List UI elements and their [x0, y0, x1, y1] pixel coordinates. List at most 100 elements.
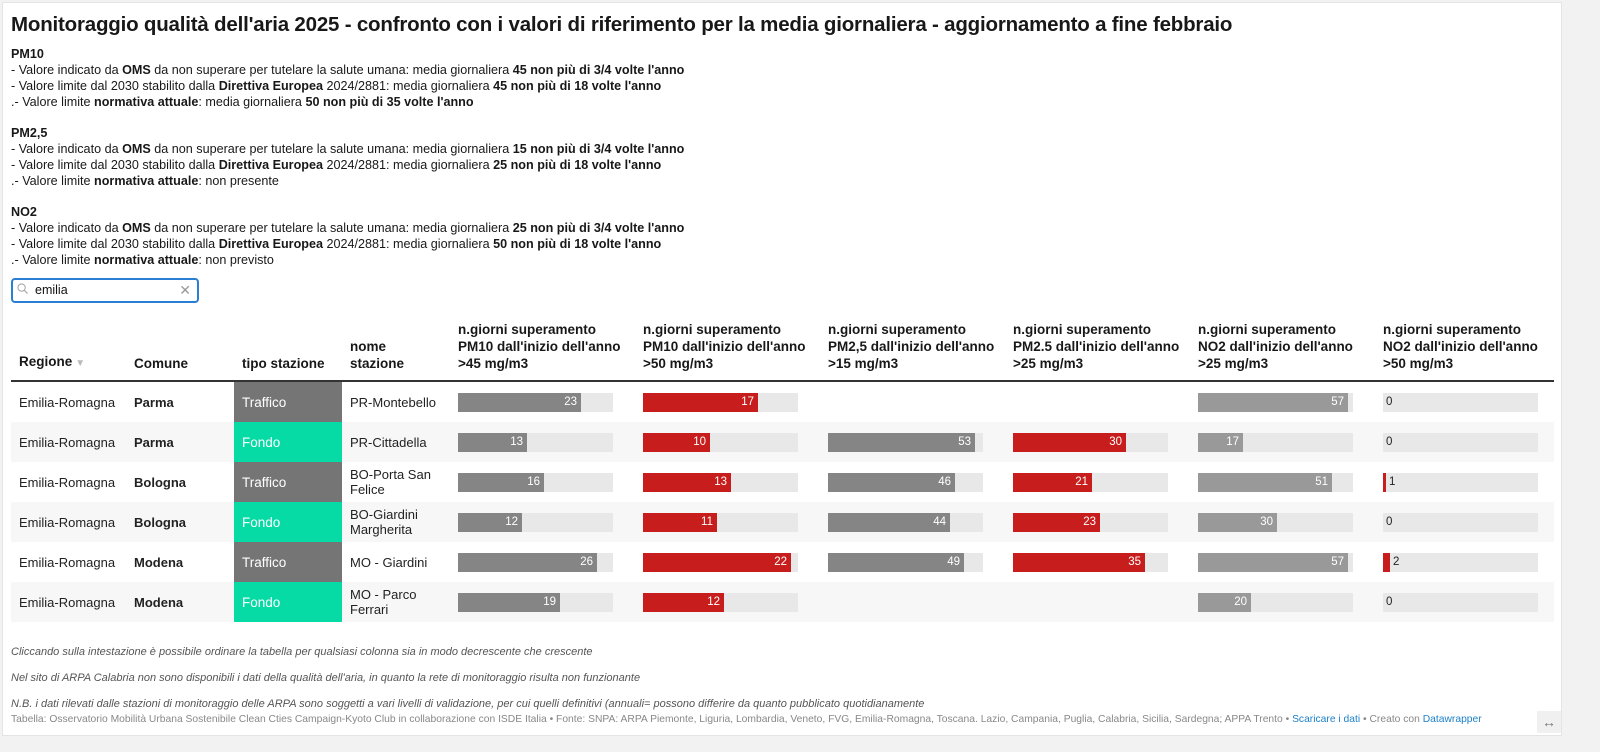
cell-bar: 11 — [635, 502, 820, 542]
column-header[interactable]: n.giorni superamento NO2 dall'inizio del… — [1190, 321, 1375, 382]
bar-track: 23 — [458, 392, 613, 412]
column-header[interactable]: n.giorni superamento NO2 dall'inizio del… — [1375, 321, 1554, 382]
column-header[interactable]: n.giorni superamento PM2,5 dall'inizio d… — [820, 321, 1005, 382]
intro-segment: 50 non più di 18 volte l'anno — [493, 237, 662, 251]
intro-segment: 2024/2881: media giornaliera — [322, 237, 494, 251]
bar-value-label: 0 — [1386, 395, 1393, 408]
intro-segment: 50 non più di 35 volte l'anno — [305, 95, 474, 109]
cell-bar: 20 — [1190, 582, 1375, 622]
bar-track: 53 — [828, 432, 983, 452]
cell-tipo-stazione: Fondo — [234, 582, 342, 622]
bar-value-label: 2 — [1393, 555, 1400, 568]
intro-block: PM10- Valore indicato da OMS da non supe… — [11, 46, 684, 110]
column-header-label: n.giorni superamento NO2 dall'inizio del… — [1383, 322, 1538, 371]
intro-line: .- Valore limite normativa attuale: non … — [11, 252, 684, 268]
column-header[interactable]: Regione ▼ — [11, 321, 126, 382]
notes: Cliccando sulla intestazione è possibile… — [11, 645, 924, 723]
cell-bar — [820, 381, 1005, 422]
close-icon[interactable]: ✕ — [179, 282, 191, 298]
bar-value-label: 46 — [938, 475, 951, 488]
bar-fill — [643, 552, 791, 572]
cell-regione: Emilia-Romagna — [11, 582, 126, 622]
cell-bar: 0 — [1375, 422, 1554, 462]
intro-segment: - Valore limite dal 2030 stabilito dalla — [11, 158, 219, 172]
bar-fill — [643, 512, 717, 532]
intro-line: - Valore limite dal 2030 stabilito dalla… — [11, 78, 684, 94]
cell-comune: Bologna — [126, 502, 234, 542]
bar-track: 12 — [643, 592, 798, 612]
note-calabria: Nel sito di ARPA Calabria non sono dispo… — [11, 672, 641, 684]
sort-descending-icon[interactable]: ▼ — [75, 358, 86, 369]
data-table: Regione ▼ Comune tipo stazione nome stazione… — [11, 321, 1554, 622]
intro-segment: 15 non più di 3/4 volte l'anno — [512, 142, 685, 156]
cell-tipo-stazione: Traffico — [234, 542, 342, 582]
cell-tipo-stazione: Traffico — [234, 381, 342, 422]
column-header-label: Comune — [134, 356, 188, 371]
bar-fill — [458, 432, 527, 452]
intro-segment: OMS — [122, 221, 151, 235]
bar-value-label: 30 — [1260, 515, 1273, 528]
cell-nome-stazione: PR-Montebello — [350, 394, 436, 410]
bar-fill — [1198, 552, 1348, 572]
bar-track: 19 — [458, 592, 613, 612]
search-input[interactable] — [35, 281, 175, 299]
bar-fill — [458, 552, 597, 572]
column-header-label: Regione — [19, 354, 73, 369]
cell-bar: 17 — [1190, 422, 1375, 462]
cell-nome-stazione: BO-Giardini Margherita — [342, 502, 450, 542]
cell-bar: 2 — [1375, 542, 1554, 582]
cell-bar: 23 — [450, 381, 635, 422]
cell-regione: Emilia-Romagna — [11, 422, 126, 462]
cell-bar — [820, 582, 1005, 622]
cell-bar: 17 — [635, 381, 820, 422]
intro-segment: da non superare per tutelare la salute u… — [150, 221, 513, 235]
bar-track: 1 — [1383, 472, 1538, 492]
bar-value-label: 12 — [707, 595, 720, 608]
bar-fill — [1198, 392, 1348, 412]
bar-value-label: 13 — [510, 435, 523, 448]
intro-line: - Valore indicato da OMS da non superare… — [11, 141, 684, 157]
cell-comune: Parma — [126, 422, 234, 462]
bar-fill — [458, 472, 544, 492]
bar-value-label: 57 — [1331, 395, 1344, 408]
download-data-link[interactable]: Scaricare i dati — [1292, 714, 1361, 725]
bar-fill — [1198, 592, 1251, 612]
column-header[interactable]: nome stazione — [342, 321, 450, 382]
column-header[interactable]: n.giorni superamento PM10 dall'inizio de… — [450, 321, 635, 382]
bar-track: 30 — [1013, 432, 1168, 452]
bar-track: 44 — [828, 512, 983, 532]
column-header[interactable]: n.giorni superamento PM10 dall'inizio de… — [635, 321, 820, 382]
datawrapper-link[interactable]: Datawrapper — [1422, 714, 1482, 725]
intro-segment: 2024/2881: media giornaliera — [322, 79, 494, 93]
column-header[interactable]: tipo stazione — [234, 321, 342, 382]
note-validation: N.B. i dati rilevati dalle stazioni di m… — [11, 698, 925, 710]
search-box[interactable]: ✕ — [11, 278, 199, 303]
cell-bar: 12 — [450, 502, 635, 542]
bar-track: 57 — [1198, 552, 1353, 572]
bar-fill — [1198, 472, 1332, 492]
page-title: Monitoraggio qualità dell'aria 2025 - co… — [11, 13, 1233, 36]
bar-fill — [643, 392, 758, 412]
bar-track: 49 — [828, 552, 983, 572]
bar-value-label: 10 — [693, 435, 706, 448]
cell-bar: 0 — [1375, 502, 1554, 542]
bar-fill — [643, 592, 724, 612]
column-header[interactable]: n.giorni superamento PM2.5 dall'inizio d… — [1005, 321, 1190, 382]
column-header-label: n.giorni superamento PM2,5 dall'inizio d… — [828, 322, 995, 371]
resize-icon[interactable]: ↔ — [1537, 711, 1561, 733]
cell-bar: 49 — [820, 542, 1005, 582]
bar-fill — [1198, 512, 1277, 532]
bar-track: 57 — [1198, 392, 1353, 412]
bar-fill — [643, 432, 710, 452]
column-header[interactable]: Comune — [126, 321, 234, 382]
intro-segment: OMS — [122, 63, 151, 77]
intro-segment: - Valore indicato da — [11, 63, 123, 77]
bar-track: 17 — [1198, 432, 1353, 452]
bar-value-label: 19 — [543, 595, 556, 608]
cell-bar: 13 — [450, 422, 635, 462]
cell-bar: 10 — [635, 422, 820, 462]
bar-fill — [1013, 472, 1092, 492]
cell-bar: 12 — [635, 582, 820, 622]
intro-segment: normativa attuale — [94, 253, 199, 267]
bar-track: 0 — [1383, 592, 1538, 612]
